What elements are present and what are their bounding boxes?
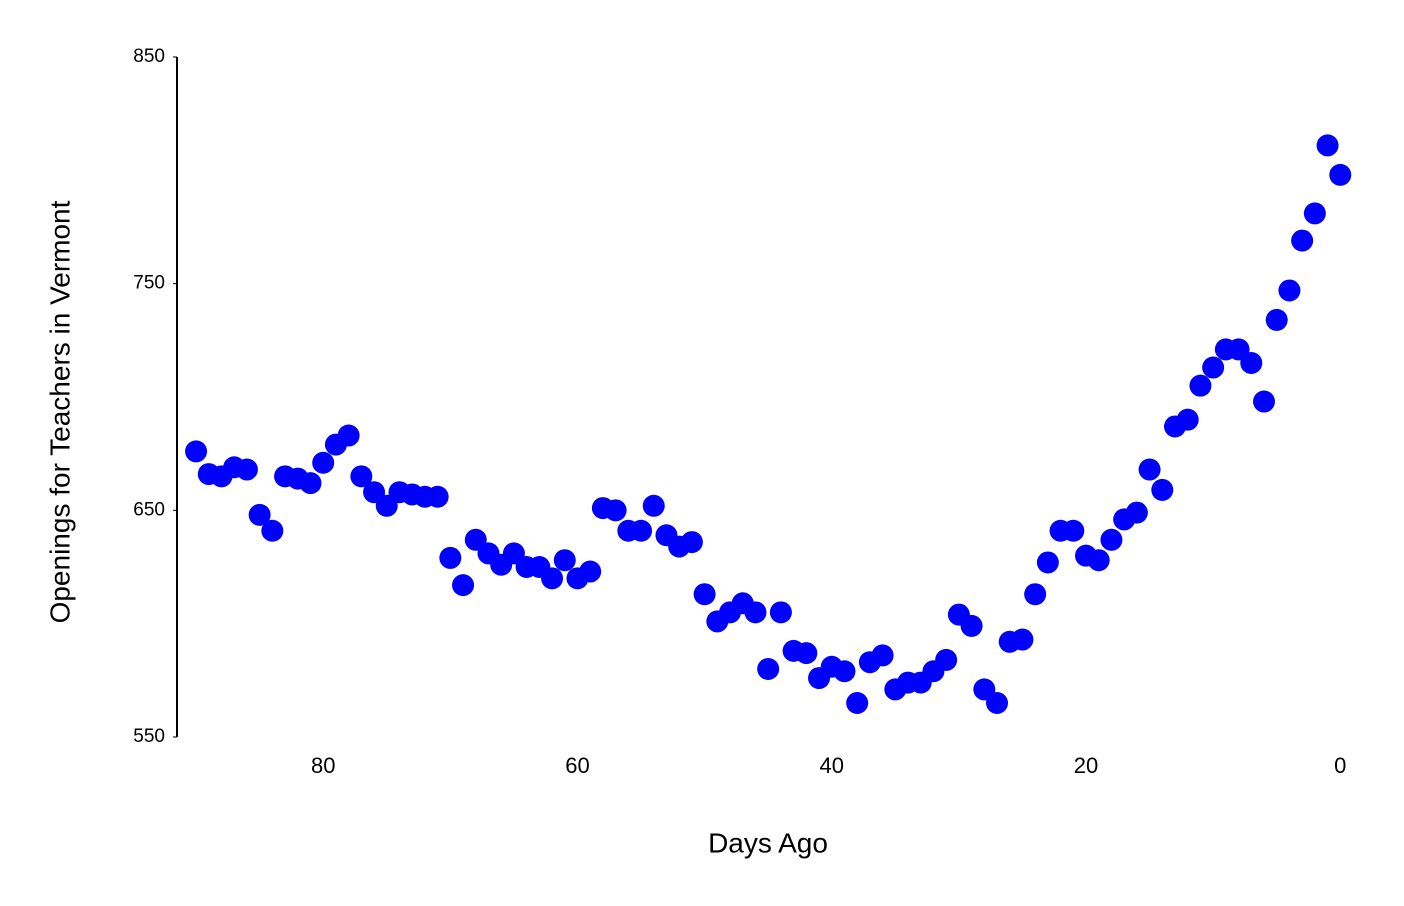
point: [846, 692, 869, 714]
point: [1240, 352, 1263, 374]
point: [1100, 528, 1123, 551]
point: [1151, 478, 1174, 501]
y-tick-label: 850: [133, 46, 165, 67]
point: [452, 574, 475, 597]
point: [1329, 163, 1352, 186]
point: [1253, 390, 1276, 413]
point: [1316, 134, 1339, 157]
point: [1278, 279, 1301, 302]
point: [1265, 308, 1288, 331]
point: [337, 424, 360, 447]
point: [299, 472, 322, 495]
x-axis-title: Days Ago: [708, 827, 828, 858]
point: [553, 549, 576, 572]
point: [693, 583, 716, 606]
y-tick-label: 550: [133, 726, 165, 747]
point: [1138, 458, 1161, 481]
point: [871, 644, 894, 667]
point: [1202, 356, 1225, 379]
point: [439, 546, 462, 569]
point: [642, 494, 665, 517]
point: [579, 560, 602, 583]
point: [185, 440, 208, 463]
point: [960, 614, 983, 637]
y-tick-label: 750: [133, 273, 165, 294]
point: [1036, 551, 1059, 574]
point: [261, 519, 284, 542]
point: [680, 531, 703, 554]
point: [235, 458, 258, 481]
x-tick-label: 40: [820, 753, 844, 778]
point: [426, 485, 449, 508]
point: [769, 601, 792, 624]
point: [986, 692, 1009, 714]
point: [833, 660, 856, 683]
y-axis-title: Openings for Teachers in Vermont: [44, 200, 75, 623]
point: [757, 658, 780, 680]
point: [935, 648, 958, 671]
point: [795, 642, 818, 665]
point: [541, 567, 564, 590]
point: [1087, 549, 1110, 572]
point: [1011, 628, 1034, 651]
point: [1062, 519, 1085, 542]
point: [630, 519, 653, 542]
point: [248, 503, 271, 526]
point: [350, 465, 373, 488]
point: [1125, 501, 1148, 524]
x-tick-label: 80: [311, 753, 335, 778]
point: [1024, 583, 1047, 606]
x-tick-label: 20: [1074, 753, 1098, 778]
y-tick-label: 650: [133, 499, 165, 520]
point: [1303, 202, 1326, 225]
x-tick-label: 0: [1334, 753, 1346, 778]
point: [1291, 229, 1314, 252]
point: [744, 601, 767, 624]
point: [1189, 374, 1212, 397]
point: [312, 451, 335, 474]
point: [1176, 408, 1199, 431]
point: [604, 499, 627, 522]
x-tick-label: 60: [565, 753, 589, 778]
